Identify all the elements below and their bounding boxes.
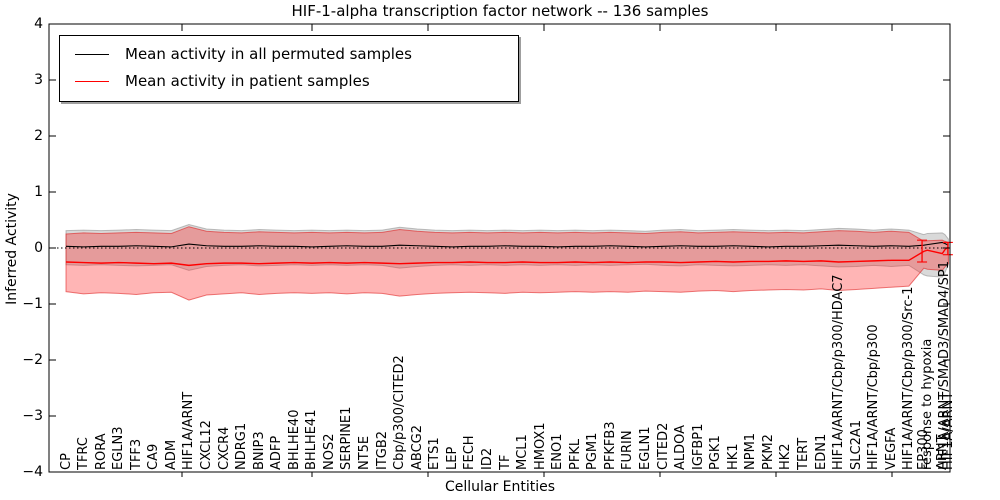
legend-label: Mean activity in all permuted samples xyxy=(125,45,412,63)
x-entity-label: ID2 xyxy=(479,447,495,470)
x-entity-label: EGLN1 xyxy=(637,426,653,470)
x-entity-label: EDN1 xyxy=(813,433,829,470)
x-entity-label: TF xyxy=(497,454,513,470)
y-tick-label: −4 xyxy=(22,464,43,480)
x-entity-label: SLC2A1 xyxy=(848,419,864,470)
y-tick-label: −1 xyxy=(22,296,43,312)
x-entity-label: MCL1 xyxy=(515,434,531,470)
x-entity-label: HIF1A/ARNT/Cbp/p300 xyxy=(866,324,882,470)
x-entity-label: CP xyxy=(58,453,74,470)
x-entity-label: response to hypoxia xyxy=(919,338,935,470)
x-entity-label: HMOX1 xyxy=(532,422,548,470)
x-entity-label: PFKL xyxy=(567,438,583,470)
x-entity-label: HK2 xyxy=(778,443,794,470)
x-entity-label: SERPINE1 xyxy=(339,406,355,470)
x-entity-label: HIF1A/ARNT/Cbp/p300/Src-1 xyxy=(901,286,917,470)
x-entity-label: PGM1 xyxy=(585,432,601,470)
x-entity-label: TFRC xyxy=(76,437,92,470)
x-axis-label: Cellular Entities xyxy=(444,479,556,495)
x-entity-label: NDRG1 xyxy=(234,422,250,470)
x-entity-label: EGLN3 xyxy=(111,426,127,470)
y-tick-label: 0 xyxy=(34,240,43,256)
x-entity-label: HIF1A/ARNT xyxy=(181,391,197,470)
x-entity-label: NPM1 xyxy=(743,432,759,470)
x-entity-label: FURIN xyxy=(620,430,636,470)
y-tick-label: 3 xyxy=(34,72,43,88)
x-entity-label: NOS2 xyxy=(321,433,337,470)
red-line-sample-icon xyxy=(75,81,109,82)
figure-title: HIF-1-alpha transcription factor network… xyxy=(291,2,709,20)
y-tick-label: 1 xyxy=(34,184,43,200)
x-entity-label: ENO1 xyxy=(550,433,566,470)
x-entity-label: VEGFA xyxy=(883,427,899,470)
legend: Mean activity in all permuted samples Me… xyxy=(59,35,519,102)
x-entity-label: PGK1 xyxy=(708,435,724,470)
x-entity-label: HIF1A/ARNT xyxy=(940,391,956,470)
x-entity-label: FECH xyxy=(462,435,478,470)
x-entity-label: IGFBP1 xyxy=(690,423,706,470)
x-entity-label: PFKFB3 xyxy=(602,421,618,470)
x-entity-label: CXCL12 xyxy=(198,420,214,470)
x-entity-label: CXCR4 xyxy=(216,426,232,470)
x-entity-label: TFF3 xyxy=(128,438,144,470)
x-entity-label: ABCG2 xyxy=(409,424,425,470)
x-entity-label: LEP xyxy=(444,446,460,470)
x-entity-label: HIF1A/ARNT/Cbp/p300/HDAC7 xyxy=(831,274,847,470)
x-entity-label: Cbp/p300/CITED2 xyxy=(392,355,408,470)
x-entity-label: CA9 xyxy=(146,443,162,470)
x-entity-label: ALDOA xyxy=(673,424,689,470)
patient-range-band xyxy=(65,226,949,301)
black-line-sample-icon xyxy=(75,54,109,55)
legend-item: Mean activity in patient samples xyxy=(60,68,518,95)
x-entity-label: BHLHE41 xyxy=(304,409,320,470)
x-entity-label: BNIP3 xyxy=(251,431,267,470)
x-entity-label: ADM xyxy=(163,439,179,470)
x-entity-label: ITGB2 xyxy=(374,430,390,470)
y-tick-label: 2 xyxy=(34,128,43,144)
legend-item: Mean activity in all permuted samples xyxy=(60,41,518,68)
x-entity-label: BHLHE40 xyxy=(286,409,302,470)
y-tick-label: 4 xyxy=(34,16,43,32)
legend-label: Mean activity in patient samples xyxy=(125,72,370,90)
permuted-mean-line xyxy=(65,241,949,248)
x-entity-label: RORA xyxy=(93,433,109,470)
x-entity-label: ETS1 xyxy=(427,437,443,470)
x-entity-label: ADFP xyxy=(269,435,285,470)
x-entity-label: CITED2 xyxy=(655,422,671,470)
y-tick-label: −3 xyxy=(22,408,43,424)
patient-mean-line xyxy=(65,246,949,267)
x-entity-label: PKM2 xyxy=(760,434,776,470)
permuted-range-band xyxy=(65,223,949,278)
x-entity-label: TERT xyxy=(796,437,812,470)
x-entity-label: HK1 xyxy=(725,443,741,470)
x-entity-label: NT5E xyxy=(357,435,373,470)
y-tick-label: −2 xyxy=(22,352,43,368)
